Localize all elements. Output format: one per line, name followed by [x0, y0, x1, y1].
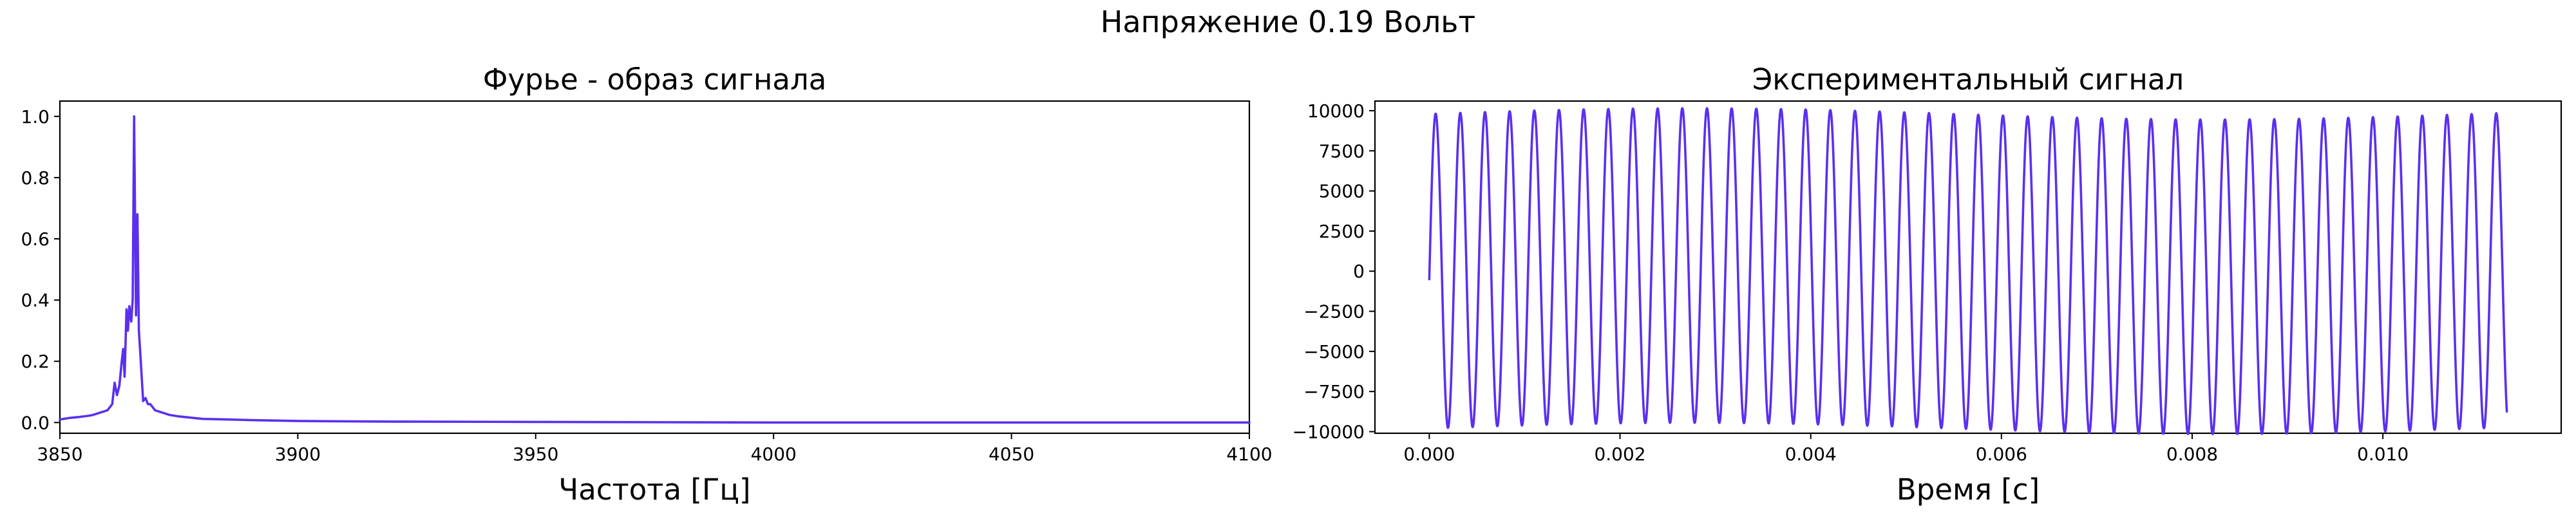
fourier-chart: Фурье - образ сигнала 3850 3900 3950 4000 40…: [21, 62, 1272, 507]
x-tick-label: 4050: [989, 444, 1034, 465]
signal-chart-title: Экспериментальный сигнал: [1752, 62, 2184, 97]
signal-plot-area: [1374, 100, 2562, 435]
x-tick-label: 0.008: [2166, 444, 2218, 465]
x-tick-label: 0.002: [1594, 444, 1645, 465]
x-tick-label: 3900: [275, 444, 321, 465]
x-tick-label: 0.010: [2357, 444, 2409, 465]
y-tick-label: 0.8: [21, 167, 50, 189]
signal-y-ticks: −10000 −7500 −5000 −2500 0 2500 5000 7500 10000: [1292, 100, 1375, 443]
fourier-plot-area: [59, 100, 1251, 435]
x-tick-label: 0.004: [1785, 444, 1837, 465]
signal-x-axis-label: Время [с]: [1897, 473, 2040, 507]
figure-title: Напряжение 0.19 Вольт: [1101, 5, 1475, 39]
x-tick-label: 4100: [1226, 444, 1272, 465]
y-tick-label: 0.2: [21, 351, 50, 372]
fourier-y-ticks: 0.0 0.2 0.4 0.6 0.8 1.0: [21, 106, 60, 433]
signal-series-line: [1428, 107, 2508, 436]
signal-x-ticks: 0.000 0.002 0.004 0.006 0.008 0.010: [1403, 433, 2409, 465]
x-tick-label: 3850: [37, 444, 82, 465]
y-tick-label: −10000: [1292, 422, 1365, 443]
y-tick-label: −2500: [1303, 301, 1365, 323]
y-tick-label: 0.6: [21, 229, 50, 250]
fourier-x-ticks: 3850 3900 3950 4000 4050 4100: [37, 433, 1273, 465]
y-tick-label: −7500: [1303, 381, 1365, 402]
y-tick-label: 0.0: [21, 412, 50, 433]
y-tick-label: 7500: [1319, 140, 1365, 162]
signal-chart: Экспериментальный сигнал 0.000 0.002 0.004…: [1292, 62, 2562, 507]
fourier-chart-title: Фурье - образ сигнала: [483, 62, 827, 97]
y-tick-label: −5000: [1303, 341, 1365, 362]
y-tick-label: 5000: [1319, 181, 1365, 202]
y-tick-label: 10000: [1307, 100, 1365, 122]
y-tick-label: 0: [1353, 261, 1365, 282]
fourier-x-axis-label: Частота [Гц]: [558, 473, 750, 507]
y-tick-label: 2500: [1319, 221, 1365, 242]
fourier-series-line: [59, 115, 1251, 424]
y-tick-label: 1.0: [21, 106, 50, 127]
x-tick-label: 0.000: [1403, 444, 1455, 465]
x-tick-label: 4000: [751, 444, 797, 465]
y-tick-label: 0.4: [21, 290, 50, 311]
x-tick-label: 3950: [513, 444, 558, 465]
x-tick-label: 0.006: [1976, 444, 2027, 465]
